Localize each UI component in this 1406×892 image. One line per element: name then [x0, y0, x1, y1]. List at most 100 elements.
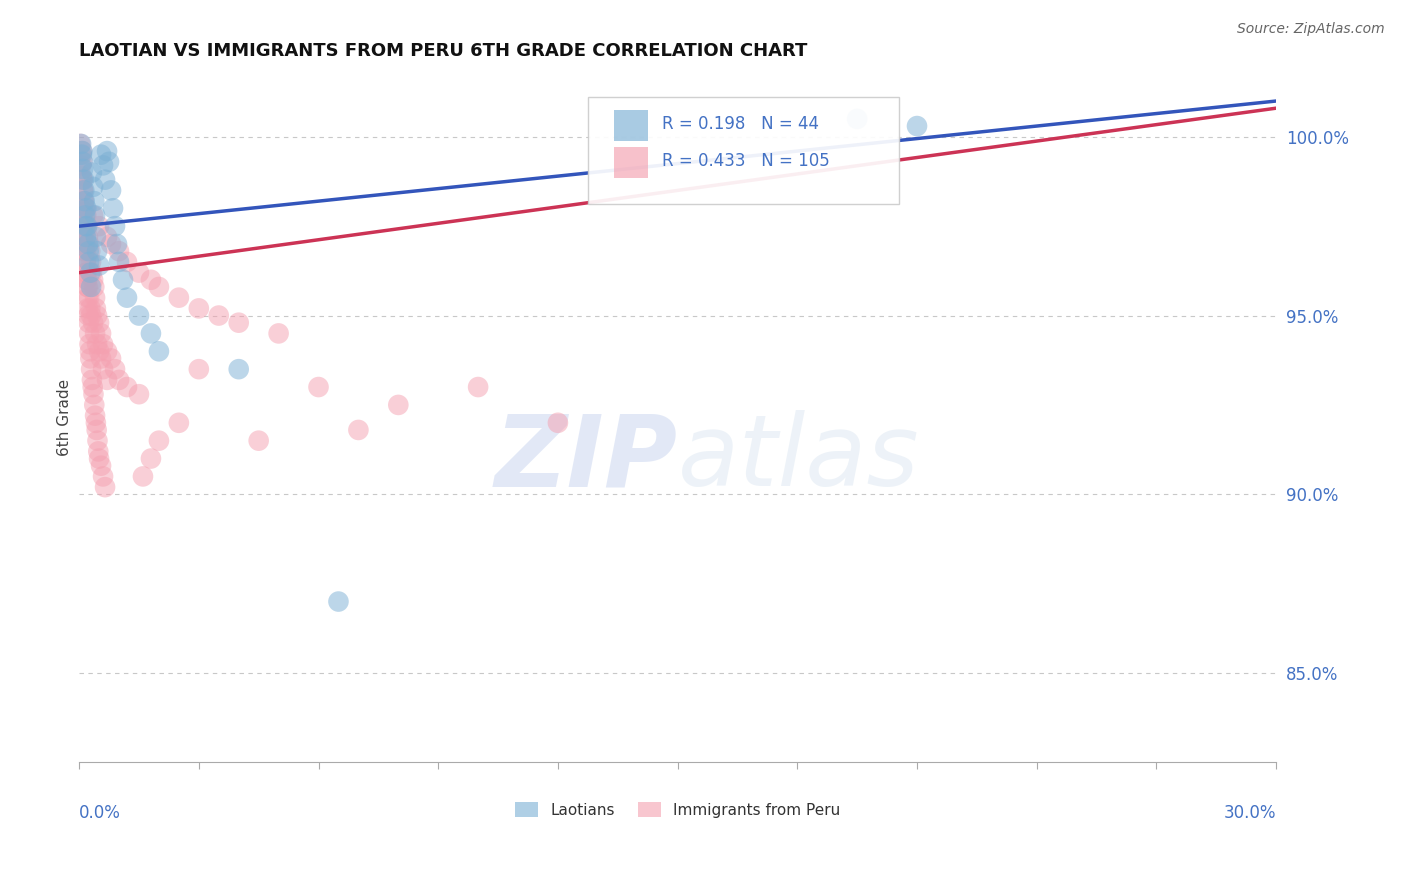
Point [86, 434, 108, 448]
Point [75, 255, 97, 269]
Point [108, 255, 131, 269]
Point [69, 147, 91, 161]
Point [82, 316, 104, 330]
Point [87, 259, 110, 273]
Point [73, 237, 96, 252]
Point [91, 158, 114, 172]
Point [187, 301, 209, 316]
Point [72, 183, 94, 197]
Point [308, 380, 330, 394]
Point [108, 373, 131, 387]
Point [328, 594, 350, 608]
Point [75, 202, 97, 216]
Point [79, 301, 101, 316]
Point [79, 266, 101, 280]
Point [79, 244, 101, 259]
Point [80, 280, 103, 294]
Point [87, 344, 110, 359]
Point [77, 244, 100, 259]
Point [100, 351, 122, 366]
Point [77, 301, 100, 316]
Point [115, 291, 138, 305]
Point [86, 309, 108, 323]
Point [70, 136, 93, 151]
Point [75, 230, 97, 244]
Point [90, 147, 112, 161]
Point [98, 154, 121, 169]
Point [77, 237, 100, 252]
Text: R = 0.433   N = 105: R = 0.433 N = 105 [662, 152, 830, 169]
Point [79, 351, 101, 366]
Point [72, 154, 94, 169]
Point [187, 362, 209, 376]
Point [104, 362, 127, 376]
Point [70, 144, 93, 158]
Point [72, 230, 94, 244]
Point [905, 119, 928, 133]
Point [80, 165, 103, 179]
Point [467, 380, 489, 394]
Point [73, 244, 96, 259]
Bar [614, 147, 648, 178]
Text: 30.0%: 30.0% [1223, 804, 1277, 822]
Point [72, 194, 94, 208]
Point [76, 291, 98, 305]
Point [80, 266, 103, 280]
Point [69, 136, 91, 151]
Point [111, 273, 134, 287]
Point [75, 266, 97, 280]
Point [80, 255, 103, 269]
Point [82, 179, 104, 194]
Point [72, 183, 94, 197]
Legend: Laotians, Immigrants from Peru: Laotians, Immigrants from Peru [509, 796, 846, 824]
Point [82, 273, 104, 287]
Point [94, 480, 117, 494]
Point [84, 416, 107, 430]
Point [82, 209, 104, 223]
Point [83, 280, 105, 294]
Point [83, 194, 105, 208]
FancyBboxPatch shape [588, 96, 898, 203]
Point [87, 219, 110, 234]
Point [90, 326, 112, 341]
Bar [614, 111, 648, 142]
Point [73, 183, 96, 197]
Point [76, 219, 98, 234]
Point [73, 194, 96, 208]
Point [228, 362, 250, 376]
Point [70, 158, 93, 172]
Text: ZIP: ZIP [495, 410, 678, 508]
Point [80, 373, 103, 387]
Y-axis label: 6th Grade: 6th Grade [58, 379, 72, 456]
Point [148, 434, 170, 448]
Point [72, 161, 94, 176]
Point [101, 202, 124, 216]
Point [82, 387, 104, 401]
Point [86, 244, 108, 259]
Point [846, 112, 869, 126]
Point [86, 337, 108, 351]
Point [75, 219, 97, 234]
Point [132, 469, 155, 483]
Point [115, 380, 138, 394]
Point [84, 409, 107, 423]
Point [75, 202, 97, 216]
Point [84, 209, 107, 223]
Point [128, 309, 150, 323]
Point [148, 344, 170, 359]
Point [90, 458, 112, 473]
Point [75, 244, 97, 259]
Point [128, 387, 150, 401]
Point [75, 266, 97, 280]
Point [79, 337, 101, 351]
Point [91, 337, 114, 351]
Point [167, 291, 190, 305]
Point [70, 169, 93, 183]
Text: LAOTIAN VS IMMIGRANTS FROM PERU 6TH GRADE CORRELATION CHART: LAOTIAN VS IMMIGRANTS FROM PERU 6TH GRAD… [79, 42, 807, 60]
Point [76, 280, 98, 294]
Point [72, 154, 94, 169]
Point [167, 416, 190, 430]
Point [73, 194, 96, 208]
Text: 0.0%: 0.0% [79, 804, 121, 822]
Point [96, 230, 118, 244]
